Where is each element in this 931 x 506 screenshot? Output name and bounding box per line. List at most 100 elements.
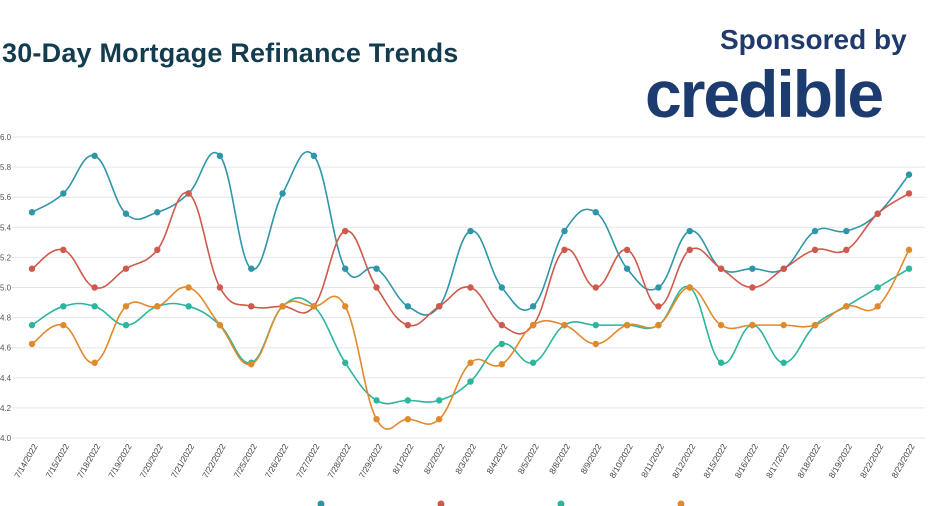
x-tick-label: 7/21/2022: [169, 442, 197, 480]
grid-lines: [12, 136, 925, 439]
legend-marker: [557, 500, 565, 506]
x-axis-ticks: 7/14/2022 7/15/2022 7/18/2022 7/19/2022 7/20…: [12, 442, 917, 480]
x-tick-label: 8/23/2022: [889, 442, 917, 480]
data-point: [373, 397, 380, 404]
data-point: [592, 209, 599, 216]
data-point: [686, 246, 693, 254]
data-point: [905, 265, 913, 272]
data-point: [905, 246, 913, 254]
chart-title: 30-Day Mortgage Refinance Trends: [2, 38, 459, 68]
y-tick-label: 5.8: [0, 163, 12, 172]
data-point: [60, 190, 67, 197]
data-point: [561, 246, 568, 254]
data-point: [122, 303, 130, 310]
sponsor-label: Sponsored by: [720, 24, 907, 55]
data-point: [404, 397, 412, 404]
data-point: [248, 265, 255, 272]
data-point: [28, 265, 36, 272]
x-tick-label: 8/11/2022: [639, 442, 666, 479]
data-point: [498, 340, 506, 348]
data-point: [310, 152, 318, 160]
y-tick-label: 4.8: [0, 314, 12, 323]
x-tick-label: 8/12/2022: [670, 442, 698, 480]
data-point: [623, 246, 631, 254]
data-point: [60, 246, 67, 254]
data-point: [843, 303, 850, 310]
data-point: [373, 415, 380, 423]
x-tick-label: 8/15/2022: [701, 442, 729, 480]
legend-marker: [317, 500, 325, 506]
data-point: [122, 321, 130, 329]
data-point: [905, 171, 913, 178]
data-point: [749, 321, 756, 329]
x-tick-label: 8/10/2022: [607, 442, 635, 480]
data-point: [749, 265, 756, 272]
data-point: [843, 246, 850, 254]
data-point: [874, 284, 881, 291]
y-tick-label: 5.4: [0, 223, 12, 232]
x-tick-label: 8/22/2022: [858, 442, 886, 480]
data-point: [373, 284, 380, 291]
data-point: [435, 303, 443, 310]
x-tick-label: 7/25/2022: [231, 442, 259, 480]
data-point: [28, 209, 36, 216]
x-tick-label: 8/5/2022: [516, 442, 541, 476]
data-point: [279, 303, 286, 310]
data-point: [686, 227, 693, 235]
data-point: [28, 321, 36, 329]
data-point: [185, 303, 192, 310]
data-point: [91, 284, 98, 291]
x-tick-label: 8/16/2022: [733, 442, 761, 480]
y-tick-label: 5.0: [0, 284, 12, 293]
data-point: [843, 227, 850, 235]
data-point: [811, 321, 819, 329]
data-point: [623, 321, 631, 329]
data-point: [154, 303, 161, 310]
data-point: [780, 359, 787, 366]
data-point: [874, 303, 881, 310]
x-tick-label: 8/18/2022: [795, 442, 823, 480]
data-point: [91, 152, 98, 160]
x-tick-label: 8/4/2022: [484, 442, 509, 476]
y-axis-ticks: 4.0 4.2 4.4 4.6 4.8 5.0 5.2 5.4 5.6 5.8 6.0: [0, 133, 12, 443]
data-point: [310, 303, 318, 310]
y-tick-label: 6.0: [0, 133, 12, 142]
data-point: [592, 321, 599, 329]
x-tick-label: 7/29/2022: [357, 442, 385, 480]
y-tick-label: 4.2: [0, 404, 12, 413]
data-point: [216, 152, 224, 160]
data-point: [435, 415, 443, 423]
x-tick-label: 7/27/2022: [294, 442, 322, 480]
y-tick-label: 5.6: [0, 193, 12, 202]
x-tick-label: 7/22/2022: [200, 442, 228, 480]
x-tick-label: 7/18/2022: [75, 442, 103, 480]
data-point: [404, 415, 412, 423]
x-tick-label: 7/20/2022: [137, 442, 165, 480]
data-point: [561, 321, 568, 329]
data-point: [342, 359, 349, 366]
data-point: [655, 303, 662, 310]
x-tick-label: 7/26/2022: [263, 442, 291, 480]
data-point: [780, 265, 787, 272]
y-tick-label: 4.6: [0, 344, 12, 353]
data-point: [404, 321, 412, 329]
data-point: [811, 227, 819, 235]
data-point: [467, 227, 474, 235]
data-point: [60, 321, 67, 329]
data-point: [467, 359, 474, 366]
series-group: [28, 151, 913, 430]
data-point: [185, 284, 192, 291]
data-point: [154, 246, 161, 254]
data-point: [342, 227, 349, 235]
data-point: [592, 284, 599, 291]
data-point: [216, 284, 224, 291]
data-point: [561, 227, 568, 235]
data-point: [623, 265, 631, 272]
data-point: [373, 265, 380, 272]
x-tick-label: 7/14/2022: [12, 442, 40, 480]
x-tick-label: 8/1/2022: [390, 442, 415, 476]
data-point: [592, 340, 599, 348]
y-tick-label: 4.0: [0, 434, 12, 443]
legend: [317, 500, 685, 506]
